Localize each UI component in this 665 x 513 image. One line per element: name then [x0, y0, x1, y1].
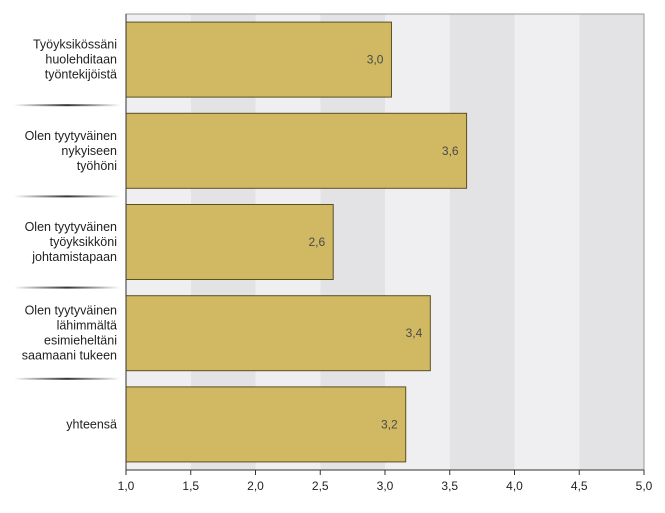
x-tick-label: 5,0 — [636, 479, 653, 493]
category-label: lähimmältä — [57, 319, 117, 333]
x-tick-label: 1,5 — [182, 479, 199, 493]
category-separator — [14, 286, 120, 289]
bar — [125, 386, 407, 463]
x-tick-label: 1,0 — [118, 479, 135, 493]
bar — [125, 21, 392, 98]
category-label: Olen tyytyväinen — [25, 304, 117, 318]
category-label: työntekijöistä — [45, 68, 117, 82]
data-label: 2,6 — [309, 235, 326, 249]
grid-band — [514, 14, 580, 470]
bar — [125, 204, 334, 280]
x-tick-label: 3,0 — [377, 479, 394, 493]
x-tick-label: 2,5 — [312, 479, 329, 493]
bar — [125, 112, 468, 189]
bar — [125, 295, 431, 372]
category-label: yhteensä — [66, 417, 117, 431]
category-label: esimieheltäni — [44, 334, 117, 348]
data-label: 3,4 — [406, 326, 423, 340]
category-separator — [14, 377, 120, 380]
data-label: 3,6 — [442, 144, 459, 158]
x-tick-label: 4,0 — [506, 479, 523, 493]
category-label: nykyiseen — [61, 144, 117, 158]
category-label: saamaani tukeen — [22, 349, 117, 363]
data-label: 3,0 — [367, 53, 384, 67]
category-label: Olen tyytyväinen — [25, 129, 117, 143]
x-tick-label: 3,5 — [441, 479, 458, 493]
category-separator — [14, 195, 120, 198]
category-label: työhöni — [77, 159, 117, 173]
category-label: työyksikköni — [50, 235, 117, 249]
category-label: Olen tyytyväinen — [25, 220, 117, 234]
category-label: johtamistapaan — [31, 250, 117, 264]
category-label: Työyksikössäni — [33, 38, 117, 52]
x-tick-label: 2,0 — [247, 479, 264, 493]
data-label: 3,2 — [381, 417, 398, 431]
grid-band — [579, 14, 644, 470]
x-tick-label: 4,5 — [571, 479, 588, 493]
category-label: huolehditaan — [45, 53, 117, 67]
category-separator — [14, 104, 120, 107]
grid-band — [449, 14, 515, 470]
